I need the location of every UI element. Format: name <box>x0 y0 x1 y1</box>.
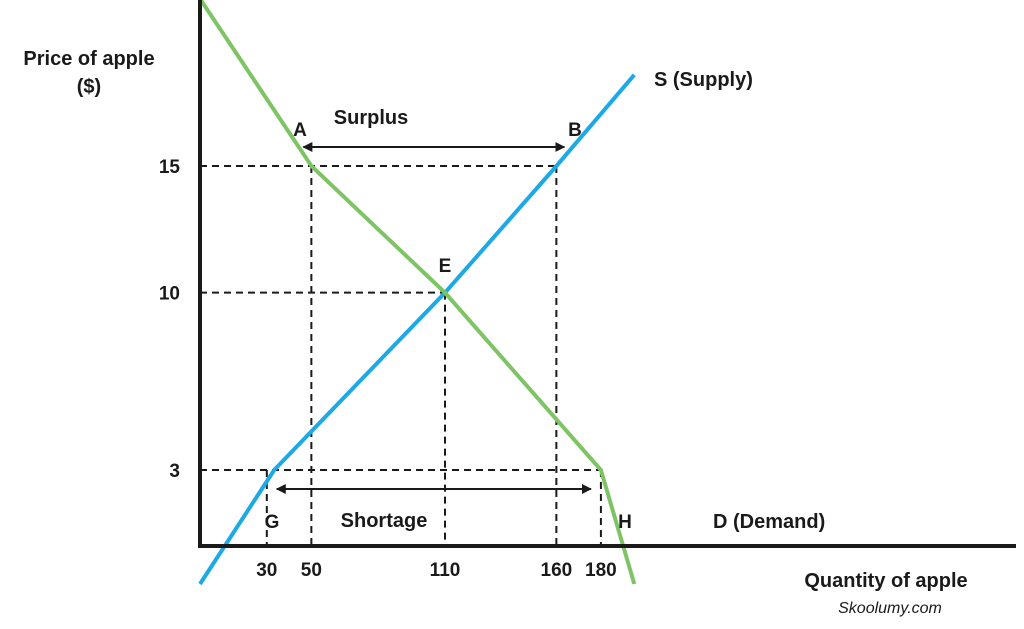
chart-labels: Surplus Shortage 30 50 110 160 180 3 10 15 Price o… <box>23 48 967 617</box>
chart-series <box>198 0 637 586</box>
y-tick-label: 15 <box>159 157 181 178</box>
y-axis-title: Price of apple <box>23 48 154 70</box>
demand-curve <box>198 0 637 585</box>
x-tick-label: 180 <box>585 560 617 581</box>
point-label-b: B <box>568 120 582 141</box>
y-axis-unit: ($) <box>77 76 101 98</box>
watermark-text: Skoolumy.com <box>838 600 942 617</box>
supply-label: S (Supply) <box>654 69 753 91</box>
demand-label: D (Demand) <box>713 511 825 533</box>
chart-axes <box>198 0 1016 548</box>
x-tick-label: 160 <box>541 560 573 581</box>
y-tick-label: 10 <box>159 284 180 305</box>
y-tick-label: 3 <box>169 461 180 482</box>
x-tick-label: 110 <box>430 560 461 581</box>
point-label-g: G <box>265 512 280 533</box>
surplus-label: Surplus <box>334 107 408 129</box>
supply-curve <box>198 73 636 586</box>
x-tick-label: 30 <box>256 560 277 581</box>
x-tick-label: 50 <box>301 560 322 581</box>
point-label-h: H <box>618 512 632 533</box>
range-arrows <box>275 142 592 494</box>
shortage-label: Shortage <box>341 510 428 532</box>
point-label-a: A <box>293 120 307 141</box>
x-axis-title: Quantity of apple <box>804 570 967 592</box>
reference-lines <box>200 165 602 546</box>
point-label-e: E <box>439 256 452 277</box>
